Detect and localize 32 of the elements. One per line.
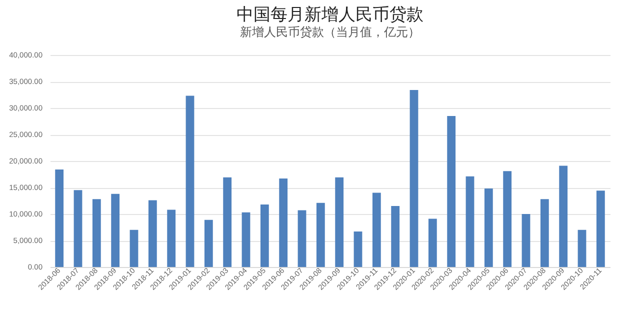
bar — [428, 218, 437, 267]
bar — [466, 176, 474, 267]
bar — [204, 220, 213, 267]
bar — [167, 210, 176, 267]
bar — [111, 194, 120, 267]
bar — [316, 202, 325, 267]
bar — [559, 166, 568, 267]
bar — [484, 188, 493, 267]
bar — [298, 210, 306, 267]
chart-title: 中国每月新增人民币贷款 — [236, 5, 424, 24]
bar — [223, 177, 232, 267]
bar — [410, 90, 418, 267]
bar — [596, 190, 605, 267]
bar — [260, 204, 269, 267]
bar — [372, 192, 381, 267]
bar — [74, 190, 82, 267]
bar — [148, 200, 157, 267]
bar — [335, 177, 344, 267]
bar — [540, 199, 549, 267]
bar — [186, 96, 194, 267]
bar — [522, 214, 530, 267]
bar — [578, 230, 586, 267]
bar — [92, 199, 101, 267]
bar — [391, 206, 400, 267]
chart-subtitle: 新增人民币贷款（当月值，亿元） — [240, 25, 420, 39]
bar — [279, 178, 288, 267]
bar — [130, 230, 138, 267]
bar — [503, 171, 512, 267]
bar — [55, 169, 64, 267]
bar — [354, 231, 362, 267]
bar — [447, 116, 456, 267]
bar — [242, 212, 250, 267]
